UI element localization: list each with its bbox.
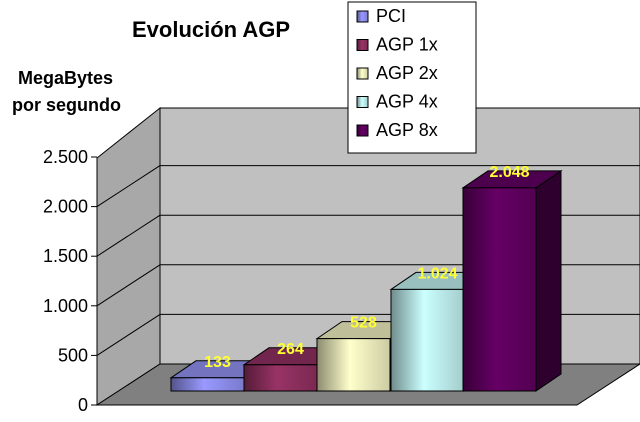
- gridline-side: [96, 264, 161, 307]
- y-tick-label: 2.000: [43, 197, 88, 217]
- bar-side: [535, 169, 562, 392]
- legend-label-4: AGP 4x: [376, 92, 438, 112]
- data-label-5: 2.048: [489, 164, 529, 181]
- legend-swatch-4: [356, 96, 369, 108]
- y-axis-label-line-1: MegaBytes: [18, 68, 113, 88]
- y-tick-label: 2.500: [43, 147, 88, 167]
- y-tick-label: 0: [78, 395, 88, 415]
- chart-title: Evolución AGP: [132, 17, 290, 42]
- bar-front: [462, 187, 537, 392]
- data-label-4: 1.024: [417, 265, 457, 282]
- legend-swatch-5: [356, 124, 369, 137]
- y-axis-label-line-2: por segundo: [12, 95, 121, 115]
- bar-5: [461, 169, 563, 392]
- legend: PCI AGP 1x AGP 2x AGP 4x AGP 8x: [347, 1, 477, 154]
- legend-swatch-2: [356, 39, 369, 51]
- y-tick-label: 1.000: [43, 296, 88, 316]
- chart-side-wall: [96, 106, 161, 406]
- legend-swatch-3: [356, 67, 369, 80]
- data-label-1: 133: [204, 354, 231, 371]
- bar-front: [390, 288, 465, 392]
- y-tick-label: 500: [58, 345, 88, 365]
- legend-swatch-1: [356, 10, 369, 23]
- bar-front: [316, 338, 391, 392]
- legend-label-2: AGP 1x: [376, 35, 438, 55]
- gridline-side: [96, 165, 161, 208]
- legend-box: [347, 1, 477, 154]
- gridline-side: [96, 313, 161, 356]
- bar-front: [170, 377, 245, 392]
- legend-label-3: AGP 2x: [376, 63, 438, 83]
- data-label-3: 528: [350, 315, 377, 332]
- data-label-2: 264: [277, 341, 304, 358]
- legend-label-1: PCI: [376, 6, 406, 26]
- legend-label-5: AGP 8x: [376, 120, 438, 140]
- bar-front: [243, 364, 318, 392]
- gridline-side: [96, 214, 161, 257]
- y-tick-label: 1.500: [43, 246, 88, 266]
